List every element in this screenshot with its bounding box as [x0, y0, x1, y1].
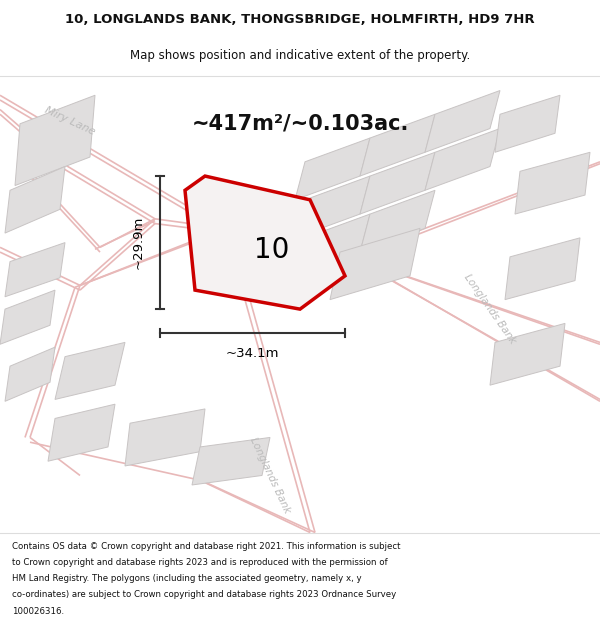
Polygon shape — [360, 190, 435, 252]
Polygon shape — [295, 138, 370, 200]
Polygon shape — [0, 290, 55, 344]
Text: to Crown copyright and database rights 2023 and is reproduced with the permissio: to Crown copyright and database rights 2… — [12, 558, 388, 567]
Polygon shape — [360, 114, 435, 176]
Text: Contains OS data © Crown copyright and database right 2021. This information is : Contains OS data © Crown copyright and d… — [12, 542, 401, 551]
Polygon shape — [495, 95, 560, 152]
Polygon shape — [48, 404, 115, 461]
Polygon shape — [5, 242, 65, 297]
Polygon shape — [515, 152, 590, 214]
Polygon shape — [55, 342, 125, 399]
Polygon shape — [192, 438, 270, 485]
Polygon shape — [5, 166, 65, 233]
Text: Longlands Bank: Longlands Bank — [462, 272, 518, 346]
Text: 100026316.: 100026316. — [12, 606, 64, 616]
Polygon shape — [330, 228, 420, 299]
Polygon shape — [295, 214, 370, 276]
Polygon shape — [490, 323, 565, 385]
Polygon shape — [295, 176, 370, 238]
Polygon shape — [125, 409, 205, 466]
Polygon shape — [5, 347, 55, 401]
Text: Miry Lane: Miry Lane — [232, 199, 284, 224]
Polygon shape — [15, 95, 95, 186]
Text: ~29.9m: ~29.9m — [131, 216, 145, 269]
Polygon shape — [425, 129, 500, 190]
Polygon shape — [360, 152, 435, 214]
Text: HM Land Registry. The polygons (including the associated geometry, namely x, y: HM Land Registry. The polygons (includin… — [12, 574, 362, 583]
Polygon shape — [505, 238, 580, 299]
Text: Map shows position and indicative extent of the property.: Map shows position and indicative extent… — [130, 49, 470, 62]
Text: co-ordinates) are subject to Crown copyright and database rights 2023 Ordnance S: co-ordinates) are subject to Crown copyr… — [12, 590, 396, 599]
Text: Longlands Bank: Longlands Bank — [248, 436, 292, 515]
Text: Miry Lane: Miry Lane — [43, 105, 97, 137]
Text: 10, LONGLANDS BANK, THONGSBRIDGE, HOLMFIRTH, HD9 7HR: 10, LONGLANDS BANK, THONGSBRIDGE, HOLMFI… — [65, 13, 535, 26]
Text: ~34.1m: ~34.1m — [226, 348, 279, 360]
Text: 10: 10 — [254, 236, 289, 264]
Polygon shape — [425, 91, 500, 152]
Text: ~417m²/~0.103ac.: ~417m²/~0.103ac. — [191, 114, 409, 134]
Polygon shape — [185, 176, 345, 309]
